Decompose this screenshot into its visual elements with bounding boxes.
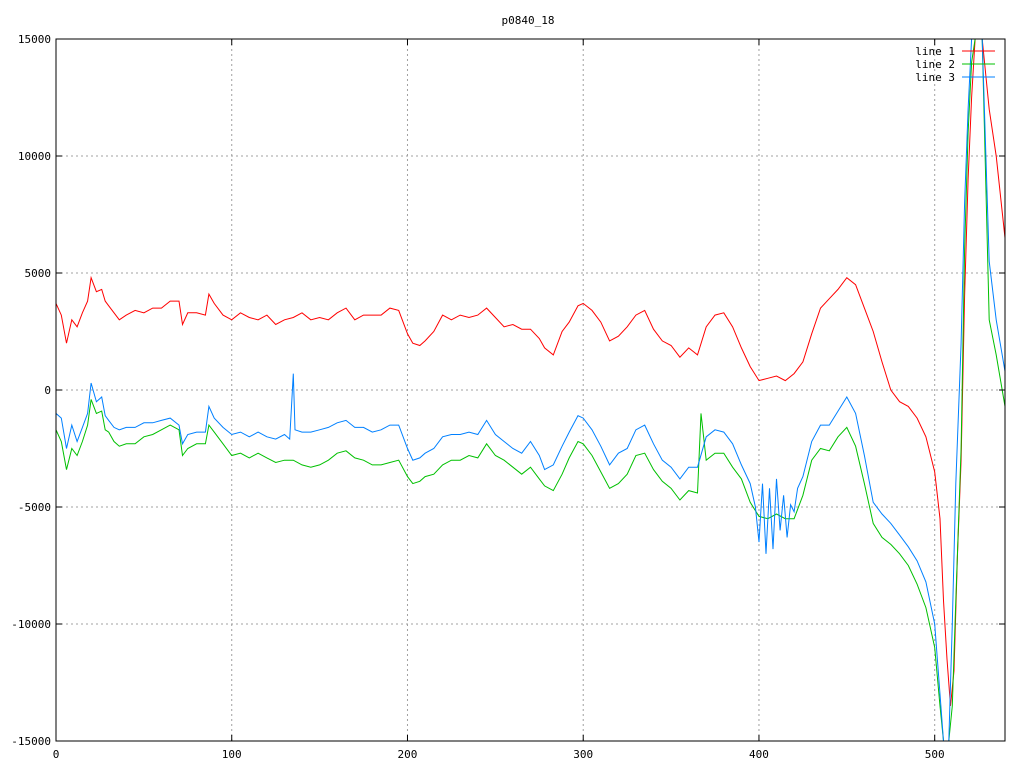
series-group bbox=[56, 39, 1005, 741]
y-tick-label: 5000 bbox=[25, 267, 52, 280]
x-axis-tick-labels: 0 100 200 300 400 500 bbox=[53, 748, 945, 761]
y-tick-label: -10000 bbox=[11, 618, 51, 631]
y-tick-label: 10000 bbox=[18, 150, 51, 163]
series-line-3 bbox=[56, 39, 1005, 741]
x-tick-label: 100 bbox=[222, 748, 242, 761]
y-tick-label: 0 bbox=[44, 384, 51, 397]
series-line-2 bbox=[56, 39, 1005, 741]
x-tick-label: 0 bbox=[53, 748, 60, 761]
legend-label: line 1 bbox=[915, 45, 955, 58]
y-tick-label: 15000 bbox=[18, 33, 51, 46]
x-tick-label: 300 bbox=[573, 748, 593, 761]
x-tick-label: 400 bbox=[749, 748, 769, 761]
y-tick-label: -5000 bbox=[18, 501, 51, 514]
y-axis-tick-labels: -15000 -10000 -5000 0 5000 10000 15000 bbox=[11, 33, 51, 748]
legend-label: line 2 bbox=[915, 58, 955, 71]
chart-title: p0840_18 bbox=[502, 14, 555, 27]
y-tick-label: -15000 bbox=[11, 735, 51, 748]
x-tick-label: 500 bbox=[925, 748, 945, 761]
x-tick-label: 200 bbox=[398, 748, 418, 761]
grid bbox=[55, 38, 1005, 742]
axis-ticks bbox=[55, 38, 1005, 742]
legend-label: line 3 bbox=[915, 71, 955, 84]
series-line-1 bbox=[56, 39, 1005, 706]
